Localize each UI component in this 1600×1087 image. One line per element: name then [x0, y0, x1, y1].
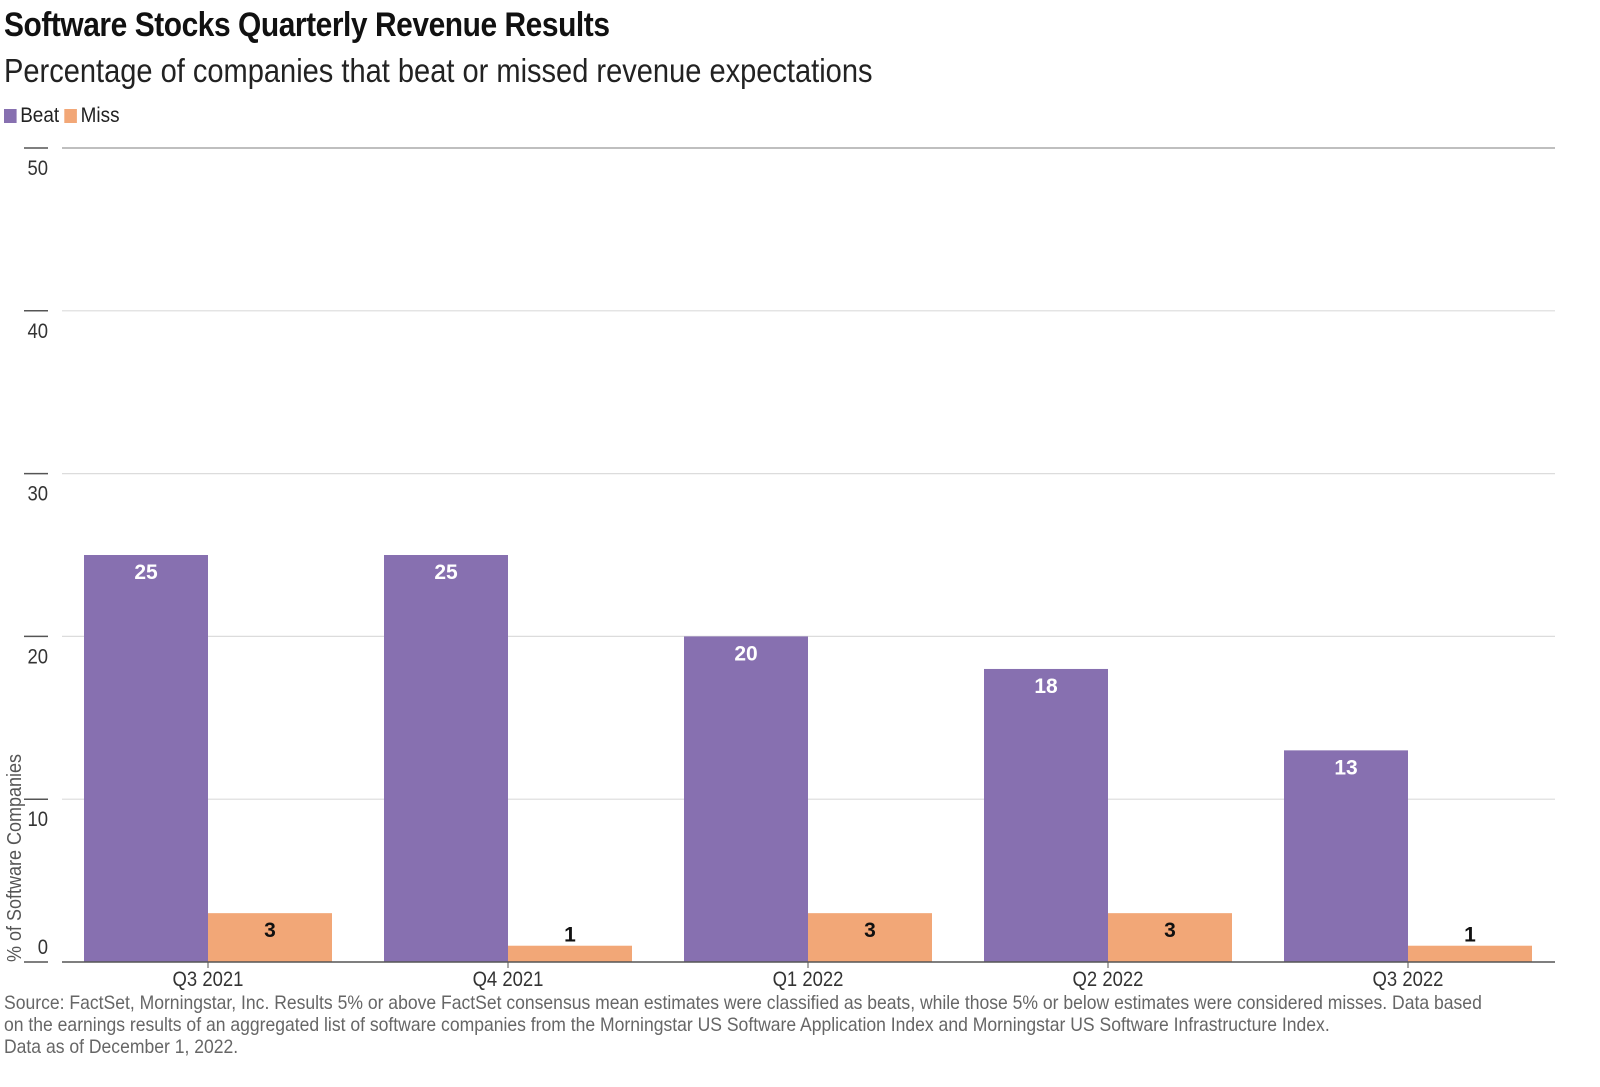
legend-label-miss: Miss — [80, 104, 120, 127]
y-axis-title: % of Software Companies — [4, 754, 26, 962]
y-tick-label-40: 40 — [27, 320, 48, 343]
legend-swatch-miss — [64, 109, 78, 123]
legend-swatch-beat — [4, 109, 17, 123]
footnote-line-1: Source: FactSet, Morningstar, Inc. Resul… — [4, 992, 1482, 1014]
bar-beat-1 — [384, 555, 508, 962]
legend-label-beat: Beat — [20, 104, 60, 127]
x-tick-label-1: Q4 2021 — [473, 968, 544, 990]
data-label-miss-0: 3 — [264, 919, 276, 942]
y-tick-label-20: 20 — [27, 645, 48, 668]
x-tick-label-2: Q1 2022 — [773, 968, 844, 990]
footnote: Source: FactSet, Morningstar, Inc. Resul… — [4, 992, 1482, 1058]
data-label-beat-4: 13 — [1334, 756, 1357, 779]
bar-beat-0 — [84, 555, 208, 962]
data-label-beat-1: 25 — [434, 561, 458, 584]
bar-beat-2 — [684, 636, 808, 962]
legend: Beat Miss — [4, 104, 125, 128]
legend-item-miss: Miss — [64, 104, 120, 128]
chart-title: Software Stocks Quarterly Revenue Result… — [4, 6, 610, 44]
x-tick-label-0: Q3 2021 — [173, 968, 244, 990]
bar-miss-2 — [808, 913, 932, 962]
y-tick-label-50: 50 — [27, 157, 48, 180]
x-tick-label-4: Q3 2022 — [1373, 968, 1444, 990]
legend-item-beat: Beat — [4, 104, 59, 128]
bar-miss-0 — [208, 913, 332, 962]
y-tick-label-0: 0 — [38, 936, 48, 959]
bar-miss-1 — [508, 945, 632, 962]
data-label-miss-2: 3 — [864, 919, 876, 942]
bar-beat-4 — [1284, 750, 1408, 962]
bar-beat-3 — [984, 668, 1108, 962]
data-label-miss-1: 1 — [564, 924, 576, 947]
x-tick-label-3: Q2 2022 — [1073, 968, 1144, 990]
data-label-beat-0: 25 — [134, 561, 158, 584]
bar-chart: 0 10 20 30 40 50 % of Software Companies 25 3 Q3 … — [4, 147, 1555, 990]
bar-miss-4 — [1408, 945, 1532, 962]
data-label-miss-3: 3 — [1164, 919, 1176, 942]
chart-subtitle: Percentage of companies that beat or mis… — [4, 52, 873, 89]
data-label-beat-3: 18 — [1034, 675, 1058, 698]
bar-miss-3 — [1108, 913, 1232, 962]
y-tick-label-10: 10 — [27, 808, 48, 831]
footnote-line-2: on the earnings results of an aggregated… — [4, 1014, 1330, 1036]
footnote-line-3: Data as of December 1, 2022. — [4, 1036, 239, 1058]
data-label-beat-2: 20 — [734, 642, 757, 665]
y-tick-label-30: 30 — [27, 483, 48, 506]
data-label-miss-4: 1 — [1464, 924, 1476, 947]
